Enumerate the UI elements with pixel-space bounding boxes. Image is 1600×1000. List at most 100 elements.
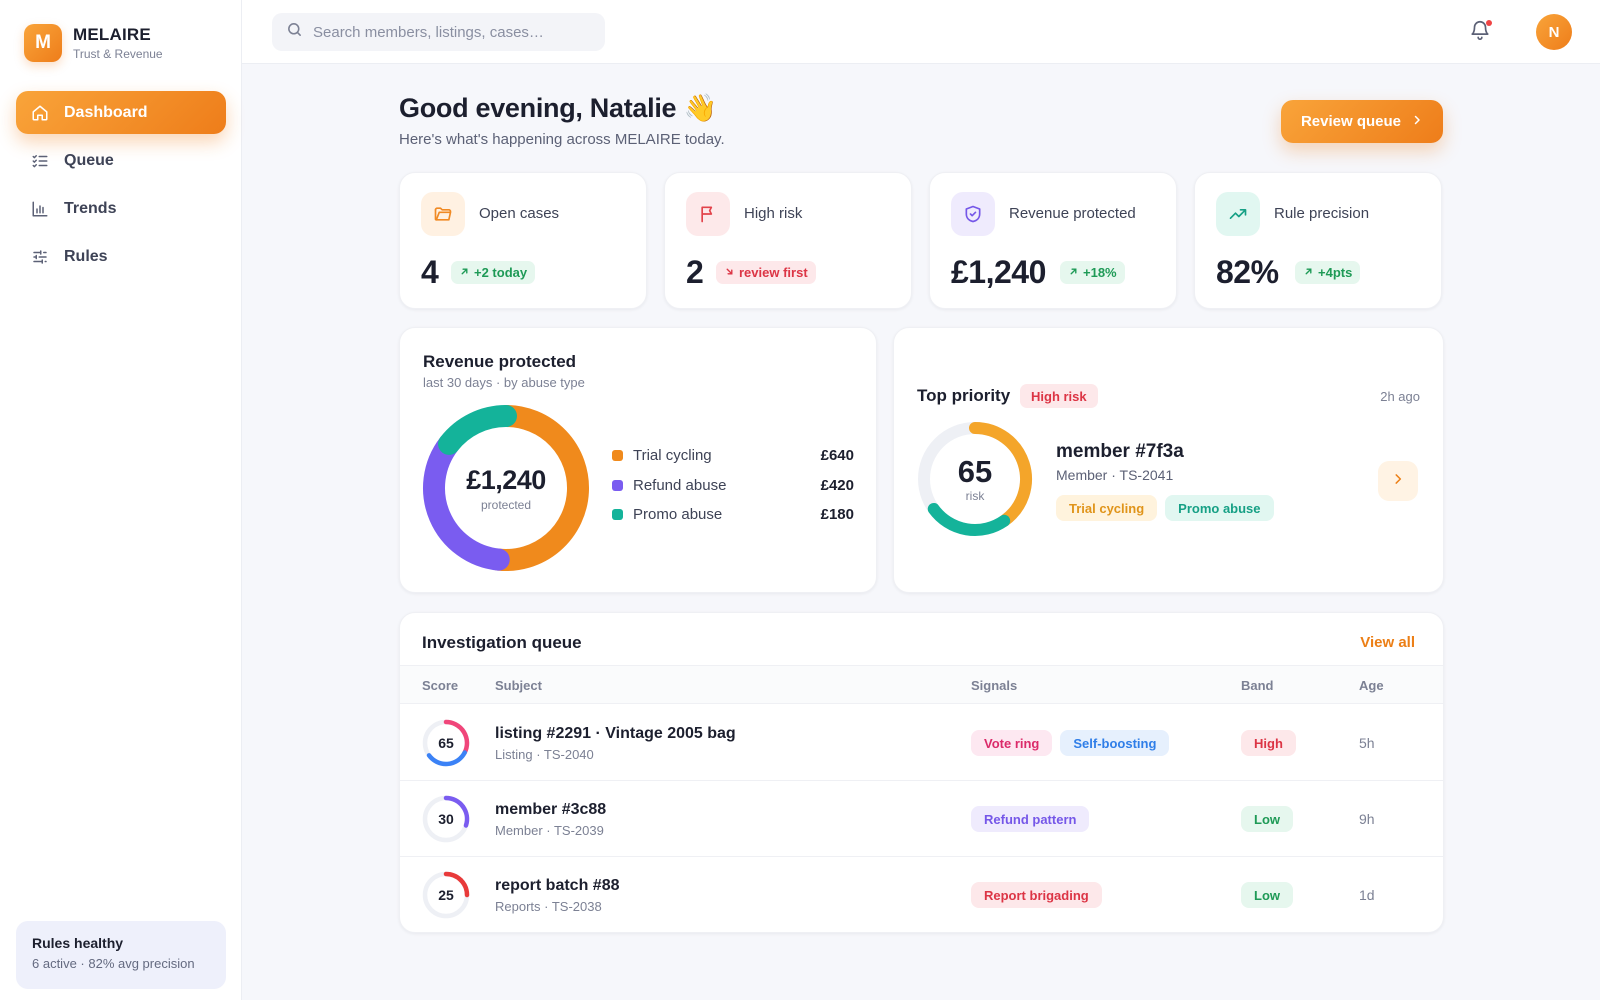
signal-tag: Trial cycling (1056, 495, 1158, 521)
row-subject: listing #2291 · Vintage 2005 bag (495, 725, 736, 742)
donut-slice-promo-abuse (438, 405, 517, 455)
score-arc-end (460, 804, 470, 828)
priority-time: 2h ago (1380, 389, 1420, 404)
sidebar-item-dashboard[interactable]: Dashboard (16, 91, 226, 134)
queue-title: Investigation queue (422, 633, 582, 652)
signal-tag: Vote ring (971, 730, 1053, 756)
trending-up-icon (1216, 192, 1260, 236)
brand[interactable]: M MELAIRE Trust & Revenue (24, 24, 163, 62)
risk-arc-secondary (927, 502, 1011, 536)
arrow-down-right-icon (724, 265, 735, 280)
legend-label: Trial cycling (633, 447, 712, 465)
view-all-link[interactable]: View all (1360, 634, 1415, 651)
row-meta: Reports · TS-2038 (495, 899, 602, 914)
score-value: 65 (438, 735, 454, 751)
home-icon (30, 103, 50, 123)
revenue-donut-chart (423, 405, 589, 571)
row-signals: Report brigading (971, 882, 1102, 908)
stat-badge-label: review first (739, 265, 808, 280)
page-subtitle: Here's what's happening across MELAIRE t… (399, 131, 725, 148)
sidebar-item-label: Queue (64, 151, 114, 169)
risk-score-value: 65 (957, 453, 993, 489)
column-header-band[interactable]: Band (1241, 678, 1274, 693)
sliders-icon (30, 247, 50, 267)
stat-badge: +2 today (451, 261, 536, 284)
table-row[interactable]: 25 report batch #88 Reports · TS-2038 Re… (400, 857, 1443, 932)
legend-value: £420 (820, 476, 854, 494)
row-meta: Member · TS-2039 (495, 823, 604, 838)
donut-slice-refund-abuse (423, 432, 510, 571)
bar-chart-icon (30, 199, 50, 219)
legend-value: £180 (820, 506, 854, 524)
risk-score-label: risk (965, 488, 985, 503)
stat-value: 4 (421, 254, 439, 290)
column-header-subject[interactable]: Subject (495, 678, 542, 693)
score-ring (422, 871, 470, 919)
sidebar-item-queue[interactable]: Queue (16, 139, 226, 182)
priority-subject: member #7f3a (1056, 441, 1184, 462)
arrow-up-right-icon (1303, 265, 1314, 280)
stat-label: Revenue protected (1009, 205, 1136, 222)
brand-name: MELAIRE (73, 25, 151, 44)
stat-label: Open cases (479, 205, 560, 222)
investigation-queue: Investigation queue View all Score Subje… (399, 612, 1444, 933)
score-ring (422, 719, 470, 767)
stat-value: £1,240 (951, 254, 1046, 290)
review-queue-button[interactable]: Review queue (1281, 100, 1443, 143)
open-priority-button[interactable] (1378, 461, 1418, 501)
stat-card-revenue-protected[interactable]: Revenue protected £1,240 +18% (929, 172, 1177, 309)
sidebar-item-rules[interactable]: Rules (16, 235, 226, 278)
row-age: 1d (1359, 887, 1375, 903)
flag-icon (686, 192, 730, 236)
chevron-right-icon (1391, 472, 1405, 491)
stat-badge-label: +18% (1083, 265, 1117, 280)
revenue-protected-card: Revenue protected last 30 days · by abus… (399, 327, 877, 593)
rules-status-title: Rules healthy (32, 935, 124, 951)
sidebar-item-label: Rules (64, 247, 108, 265)
notification-dot (1486, 20, 1492, 26)
sidebar-item-label: Dashboard (64, 103, 148, 121)
legend-swatch (612, 450, 623, 462)
notifications-button[interactable] (1469, 19, 1493, 43)
band-badge: Low (1241, 806, 1293, 832)
priority-title: Top priority (917, 386, 1011, 405)
signal-tag: Report brigading (971, 882, 1102, 908)
table-row[interactable]: 30 member #3c88 Member · TS-2039 Refund … (400, 781, 1443, 857)
stat-card-open-cases[interactable]: Open cases 4 +2 today (399, 172, 647, 309)
band-badge: Low (1241, 882, 1293, 908)
score-value: 30 (438, 811, 454, 827)
page-title: Good evening, Natalie 👋 (399, 93, 717, 123)
legend-item-trial-cycling: Trial cycling £640 (612, 441, 854, 471)
brand-tagline: Trust & Revenue (73, 47, 163, 61)
search-box[interactable] (272, 13, 605, 51)
revenue-card-title: Revenue protected (423, 352, 577, 371)
sidebar-nav: Dashboard Queue Trends Rules (16, 91, 226, 283)
top-priority-card[interactable]: Top priority High risk 2h ago 65 risk me… (893, 327, 1444, 593)
column-header-signals[interactable]: Signals (971, 678, 1018, 693)
search-input[interactable] (313, 23, 593, 41)
folder-icon (421, 192, 465, 236)
risk-arc-primary (969, 422, 1032, 527)
stat-card-rule-precision[interactable]: Rule precision 82% +4pts (1194, 172, 1442, 309)
column-header-score[interactable]: Score (422, 678, 459, 693)
legend-swatch (612, 479, 623, 491)
avatar[interactable]: N (1536, 14, 1572, 50)
row-signals: Refund pattern (971, 806, 1090, 832)
risk-score: 65 risk (917, 421, 1033, 537)
signal-tag: Self-boosting (1060, 730, 1170, 756)
sidebar-item-trends[interactable]: Trends (16, 187, 226, 230)
queue-header: Score Subject Signals Band Age (400, 665, 1443, 704)
sidebar: M MELAIRE Trust & Revenue Dashboard Queu… (0, 0, 242, 1000)
signal-tag: Promo abuse (1165, 495, 1274, 521)
score-arc-start (443, 719, 470, 755)
revenue-card-subtitle: last 30 days · by abuse type (423, 375, 585, 390)
bell-icon (1469, 21, 1491, 45)
rules-status-card[interactable]: Rules healthy 6 active · 82% avg precisi… (16, 921, 226, 989)
arrow-up-right-icon (459, 265, 470, 280)
stat-badge: +18% (1060, 261, 1125, 284)
priority-risk-badge: High risk (1020, 384, 1098, 408)
column-header-age[interactable]: Age (1359, 678, 1384, 693)
table-row[interactable]: 65 listing #2291 · Vintage 2005 bag List… (400, 705, 1443, 781)
stat-badge: review first (716, 261, 816, 284)
stat-card-high-risk[interactable]: High risk 2 review first (664, 172, 912, 309)
